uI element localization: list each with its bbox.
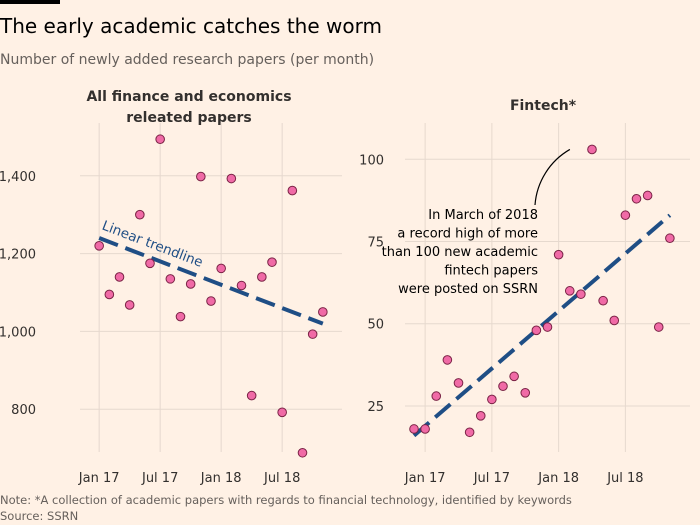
y-tick-label: 1,000 xyxy=(0,325,36,340)
y-tick-label: 1,400 xyxy=(0,170,36,185)
y-tick-label: 100 xyxy=(359,153,384,168)
data-point xyxy=(155,134,165,145)
data-point xyxy=(542,322,553,332)
data-point xyxy=(442,355,453,365)
data-point xyxy=(420,424,430,434)
data-point xyxy=(226,173,237,184)
panel-title: Fintech* xyxy=(510,98,577,114)
data-point xyxy=(236,280,247,291)
data-point xyxy=(509,371,519,382)
data-point xyxy=(665,233,675,244)
data-point xyxy=(135,209,145,220)
data-point xyxy=(104,289,115,300)
annotation-text: In March of 2018 xyxy=(428,208,538,223)
data-point xyxy=(206,296,216,306)
annotation-text: fintech papers xyxy=(444,264,538,279)
x-tick-label: Jul 18 xyxy=(263,471,300,486)
data-point xyxy=(431,391,442,401)
y-tick-label: 75 xyxy=(367,236,384,251)
data-point xyxy=(196,171,206,182)
data-point xyxy=(464,427,475,438)
data-point xyxy=(475,411,486,421)
y-tick-label: 800 xyxy=(11,403,36,418)
data-point xyxy=(576,289,586,299)
data-point xyxy=(267,257,277,267)
data-point xyxy=(631,193,642,204)
data-point xyxy=(114,272,125,282)
data-point xyxy=(318,307,328,317)
x-tick-label: Jan 17 xyxy=(78,471,120,486)
x-tick-label: Jan 18 xyxy=(537,471,579,486)
data-point xyxy=(297,447,308,458)
chart-title: The early academic catches the worm xyxy=(0,14,382,38)
data-point xyxy=(277,407,287,418)
data-point xyxy=(598,295,608,306)
data-point xyxy=(124,300,135,310)
data-point xyxy=(185,279,196,289)
y-tick-label: 1,200 xyxy=(0,248,36,263)
annotation-text: were posted on SSRN xyxy=(398,282,538,297)
data-point xyxy=(257,272,267,282)
panel-title: All finance and economics xyxy=(86,89,291,105)
data-point xyxy=(609,315,620,326)
y-tick-label: 25 xyxy=(367,400,384,415)
panel-title: releated papers xyxy=(126,110,251,126)
data-point xyxy=(175,311,186,322)
data-point xyxy=(642,190,653,201)
source-text: Source: SSRN xyxy=(0,509,79,523)
data-point xyxy=(553,249,564,260)
annotation-text: than 100 new academic xyxy=(382,245,538,260)
note-text: Note: *A collection of academic papers w… xyxy=(0,493,572,507)
y-tick-label: 50 xyxy=(367,318,384,333)
brand-bar xyxy=(0,0,60,4)
data-point xyxy=(307,329,318,339)
data-point xyxy=(145,258,155,269)
data-point xyxy=(498,381,508,392)
data-point xyxy=(453,378,464,388)
data-point xyxy=(653,322,664,332)
x-tick-label: Jul 18 xyxy=(606,471,643,486)
data-point xyxy=(246,390,257,401)
trendline xyxy=(98,236,324,326)
data-point xyxy=(564,286,575,296)
data-point xyxy=(216,263,226,274)
data-point xyxy=(520,388,531,398)
data-point xyxy=(531,325,542,336)
data-point xyxy=(94,241,104,251)
x-tick-label: Jan 18 xyxy=(200,471,242,486)
data-point xyxy=(287,185,298,196)
data-point xyxy=(409,424,419,434)
data-point xyxy=(487,394,497,405)
trendline xyxy=(412,213,672,438)
x-tick-label: Jul 17 xyxy=(141,471,178,486)
footnotes: Note: *A collection of academic papers w… xyxy=(0,492,572,524)
x-tick-label: Jul 17 xyxy=(473,471,510,486)
chart-subtitle: Number of newly added research papers (p… xyxy=(0,52,375,68)
data-point xyxy=(587,144,597,155)
annotation-text: a record high of more xyxy=(397,227,538,242)
data-point xyxy=(165,274,176,284)
annotation-connector xyxy=(534,148,571,206)
data-point xyxy=(620,210,631,221)
x-tick-label: Jan 17 xyxy=(404,471,446,486)
